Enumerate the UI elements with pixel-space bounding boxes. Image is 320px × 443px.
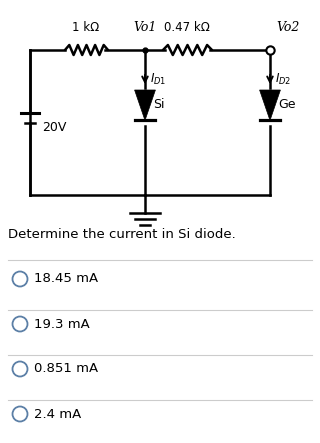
- Text: 19.3 mA: 19.3 mA: [34, 318, 90, 330]
- Text: $I_{D1}$: $I_{D1}$: [150, 71, 166, 86]
- Text: 0.47 kΩ: 0.47 kΩ: [164, 21, 210, 34]
- Polygon shape: [135, 90, 156, 120]
- Text: Determine the current in Si diode.: Determine the current in Si diode.: [8, 228, 236, 241]
- Text: Ge: Ge: [278, 97, 295, 110]
- Text: 20V: 20V: [42, 120, 66, 133]
- Text: 2.4 mA: 2.4 mA: [34, 408, 81, 420]
- Text: 1 kΩ: 1 kΩ: [72, 21, 100, 34]
- Text: 18.45 mA: 18.45 mA: [34, 272, 98, 285]
- Text: 0.851 mA: 0.851 mA: [34, 362, 98, 376]
- Polygon shape: [260, 90, 280, 120]
- Text: $I_{D2}$: $I_{D2}$: [275, 71, 291, 86]
- Text: Si: Si: [153, 97, 164, 110]
- Text: Vo2: Vo2: [276, 21, 300, 34]
- Text: Vo1: Vo1: [133, 21, 157, 34]
